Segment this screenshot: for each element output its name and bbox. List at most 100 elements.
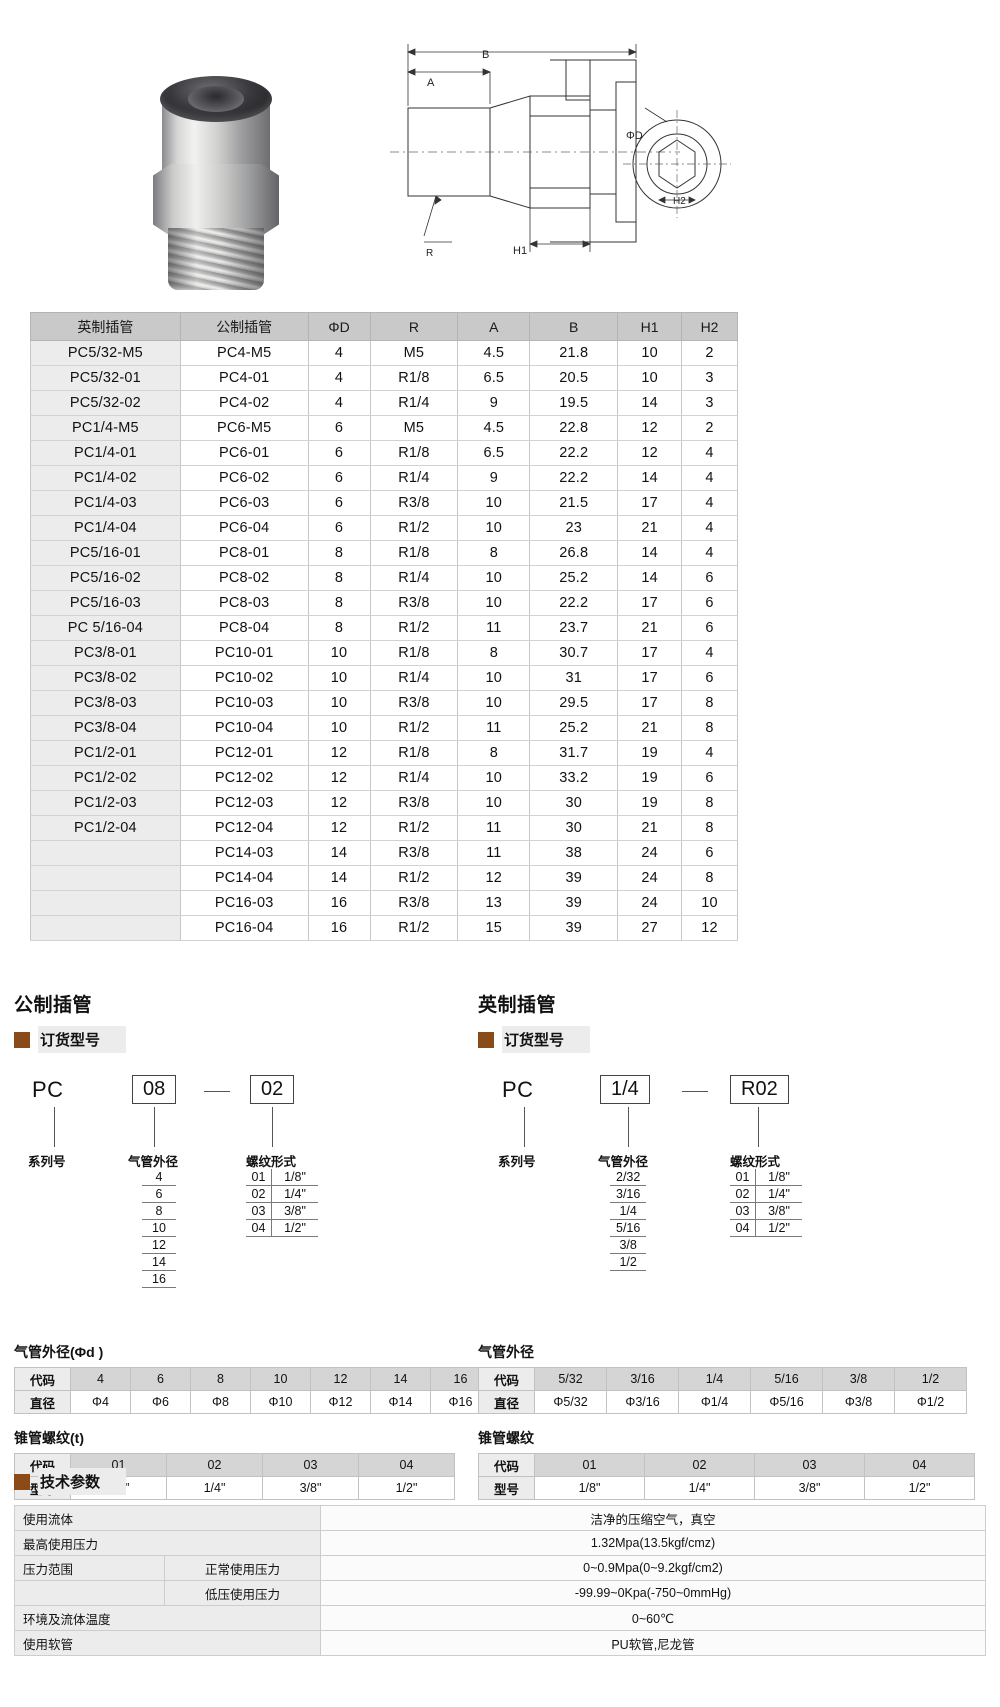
table-cell: 6 (307, 465, 371, 491)
table-cell: 16 (307, 890, 371, 916)
imperial-thread-leader (758, 1107, 759, 1147)
table-cell: 04 (358, 1453, 455, 1477)
table-cell: PC14-03 (179, 840, 309, 866)
table-cell: 12 (617, 440, 683, 466)
table-cell: 11 (457, 815, 531, 841)
imperial-size-options: 2/32 3/16 1/4 5/16 3/8 1/2 (610, 1169, 647, 1271)
metric-thread-table-title: 锥管螺纹(t) (14, 1430, 84, 1446)
table-cell: 26.8 (529, 540, 619, 566)
imperial-size-box[interactable]: 1/4 (600, 1075, 650, 1104)
table-cell: PC1/4-01 (30, 440, 181, 466)
option-value: 1/2" (284, 1221, 306, 1235)
table-row: PC5/16-01 PC8-01 8 R1/8 8 26.8 14 4 (30, 540, 738, 566)
table-cell: 1/8" (534, 1476, 645, 1500)
table-row: PC5/16-02 PC8-02 8 R1/4 10 25.2 14 6 (30, 565, 738, 591)
table-cell: 14 (307, 840, 371, 866)
imperial-series-leader (524, 1107, 525, 1147)
table-row: 环境及流体温度 0~60℃ (14, 1605, 986, 1631)
table-cell: Φ12 (310, 1390, 371, 1414)
table-cell: 6 (307, 415, 371, 441)
imperial-thread-box[interactable]: R02 (730, 1075, 789, 1104)
metric-order-section: 公制插管 订货型号 PC 系列号 08 气管外径 4 6 8 10 12 14 16 02 … (14, 990, 474, 1288)
table-cell: Φ3/16 (606, 1390, 679, 1414)
metric-thread-leader (272, 1107, 273, 1147)
table-cell: 14 (617, 465, 683, 491)
table-cell: 8 (681, 790, 738, 816)
table-cell: 8 (457, 740, 531, 766)
table-cell (30, 890, 181, 916)
table-cell: 17 (617, 640, 683, 666)
table-cell: 8 (681, 865, 738, 891)
square-marker-icon (478, 1031, 494, 1048)
table-cell: 14 (307, 865, 371, 891)
table-cell: 10 (681, 890, 738, 916)
table-cell: PC14-04 (179, 865, 309, 891)
table-cell: R3/8 (369, 840, 459, 866)
option-item: 02 1/4" (246, 1186, 318, 1203)
table-cell: 3/8 (822, 1367, 895, 1391)
table-cell: 21 (617, 515, 683, 541)
table-cell: 8 (307, 590, 371, 616)
table-cell: 03 (754, 1453, 865, 1477)
table-cell: R1/2 (369, 865, 459, 891)
table-cell: 03 (262, 1453, 359, 1477)
table-cell: 8 (457, 640, 531, 666)
table-row: PC1/2-02 PC12-02 12 R1/4 10 33.2 19 6 (30, 765, 738, 791)
tech-param-value: -99.99~0Kpa(-750~0mmHg) (320, 1580, 986, 1606)
table-row: 压力范围 正常使用压力 0~0.9Mpa(0~9.2kgf/cm2) (14, 1555, 986, 1581)
option-value: 1/8" (284, 1170, 306, 1184)
table-cell: 11 (457, 615, 531, 641)
option-item: 1/2 (610, 1254, 647, 1271)
table-cell: 6 (307, 515, 371, 541)
table-row: PC3/8-04 PC10-04 10 R1/2 11 25.2 21 8 (30, 715, 738, 741)
table-cell: 38 (529, 840, 619, 866)
table-cell: M5 (369, 340, 459, 366)
table-cell: 13 (457, 890, 531, 916)
table-cell: R1/2 (369, 615, 459, 641)
table-cell: Φ3/8 (822, 1390, 895, 1414)
table-cell: 30 (529, 815, 619, 841)
table-cell: 8 (681, 690, 738, 716)
col-header-h2: H2 (681, 312, 738, 341)
table-cell: 10 (307, 715, 371, 741)
metric-tube-table-wrap: 气管外径(Φd ) 代码 4 6 8 10 12 14 16 直径 Φ4 Φ6 Φ8 Φ10 Φ12 Φ14… (14, 1342, 491, 1414)
option-item: 3/16 (610, 1186, 647, 1203)
table-cell: 1/2" (358, 1476, 455, 1500)
table-row: PC3/8-01 PC10-01 10 R1/8 8 30.7 17 4 (30, 640, 738, 666)
table-cell: 6 (681, 615, 738, 641)
imperial-thread-caption: 螺纹形式 (730, 1155, 781, 1169)
table-cell: PC6-02 (179, 465, 309, 491)
imperial-dash-separator (682, 1091, 708, 1092)
table-cell: R1/4 (369, 390, 459, 416)
col-header-r: R (369, 312, 459, 341)
table-cell: R1/4 (369, 565, 459, 591)
table-cell: 10 (457, 565, 531, 591)
table-cell: 4 (307, 365, 371, 391)
table-row: 直径 Φ5/32 Φ3/16 Φ1/4 Φ5/16 Φ3/8 Φ1/2 (478, 1390, 967, 1414)
metric-tube-table-title: 气管外径(Φd ) (14, 1344, 104, 1360)
table-cell: R1/4 (369, 465, 459, 491)
metric-size-box[interactable]: 08 (132, 1075, 177, 1104)
table-cell: 12 (307, 740, 371, 766)
tech-param-label (14, 1580, 165, 1606)
table-cell: 24 (617, 840, 683, 866)
col-header-h1: H1 (617, 312, 683, 341)
metric-thread-box[interactable]: 02 (250, 1075, 295, 1104)
table-cell: 10 (307, 665, 371, 691)
col-header-a: A (457, 312, 531, 341)
table-cell: PC16-04 (179, 915, 309, 941)
metric-thread-caption: 螺纹形式 (246, 1155, 297, 1169)
option-item: 1/4 (610, 1203, 647, 1220)
option-item: 14 (142, 1254, 176, 1271)
table-cell: 15 (457, 915, 531, 941)
table-cell: 21 (617, 615, 683, 641)
option-item: 6 (142, 1186, 176, 1203)
tech-param-label: 环境及流体温度 (14, 1605, 321, 1631)
table-cell: PC10-02 (179, 665, 309, 691)
option-value: 3/8" (768, 1204, 790, 1218)
table-cell: 1/2 (894, 1367, 967, 1391)
table-cell: 4 (681, 640, 738, 666)
table-cell: PC5/32-01 (30, 365, 181, 391)
table-cell: 10 (250, 1367, 311, 1391)
table-cell: Φ4 (70, 1390, 131, 1414)
